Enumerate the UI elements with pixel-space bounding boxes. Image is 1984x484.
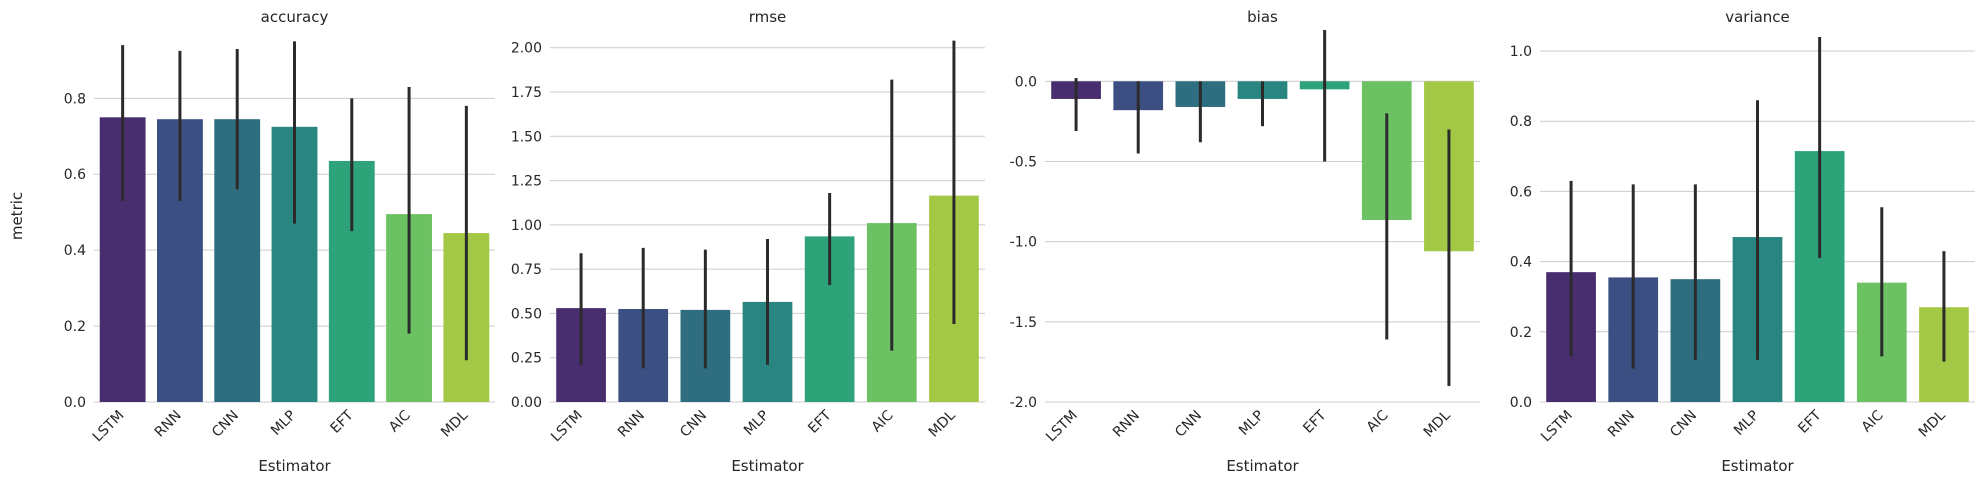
x-tick-label: AIC (869, 407, 897, 435)
panel-title-3: variance (1725, 8, 1790, 26)
y-tick-label: 1.0 (1510, 44, 1532, 60)
y-tick-label: -0.5 (1010, 154, 1037, 170)
x-tick-label: CNN (677, 408, 710, 441)
y-axis-label: metric (8, 192, 26, 240)
x-tick-label: MLP (741, 408, 772, 439)
panel-title-2: bias (1247, 8, 1278, 26)
x-tick-label: MLP (268, 408, 299, 439)
x-tick-label: LSTM (90, 408, 128, 446)
y-tick-label: 0.0 (1015, 74, 1037, 90)
y-tick-label: 0.4 (1510, 255, 1532, 271)
y-tick-label: 1.50 (511, 129, 542, 145)
x-tick-label: MDL (926, 407, 959, 440)
y-tick-label: 1.25 (511, 174, 542, 190)
y-tick-label: 0.75 (511, 262, 542, 278)
y-tick-label: 0.2 (64, 319, 86, 335)
x-tick-label: RNN (615, 408, 648, 441)
y-tick-label: 0.4 (64, 243, 86, 259)
x-tick-label: AIC (386, 407, 414, 435)
x-axis-label: Estimator (1721, 457, 1794, 475)
y-tick-label: -1.5 (1010, 315, 1037, 331)
x-tick-label: MDL (1421, 407, 1454, 440)
y-tick-label: 0.2 (1510, 325, 1532, 341)
x-tick-label: RNN (152, 408, 185, 441)
x-tick-label: LSTM (548, 408, 586, 446)
x-tick-label: MDL (438, 407, 471, 440)
y-tick-label: 0.8 (1510, 114, 1532, 130)
x-tick-label: LSTM (1538, 408, 1576, 446)
y-tick-label: 0.0 (1510, 395, 1532, 411)
x-tick-label: RNN (1605, 408, 1638, 441)
y-tick-label: 0.50 (511, 306, 542, 322)
panel-title-1: rmse (749, 8, 787, 26)
y-tick-label: -1.0 (1010, 235, 1037, 251)
y-tick-label: 0.25 (511, 351, 542, 367)
x-tick-label: EFT (805, 407, 834, 436)
y-tick-label: 0.0 (64, 395, 86, 411)
x-axis-label: Estimator (1226, 457, 1299, 475)
panel-title-0: accuracy (261, 8, 329, 26)
x-tick-label: CNN (1172, 408, 1205, 441)
x-tick-label: CNN (1667, 408, 1700, 441)
x-tick-label: EFT (327, 407, 356, 436)
y-tick-label: 0.8 (64, 91, 86, 107)
x-tick-label: MLP (1731, 408, 1762, 439)
y-tick-label: -2.0 (1010, 395, 1037, 411)
x-tick-label: MDL (1916, 407, 1949, 440)
x-tick-label: CNN (209, 408, 242, 441)
x-tick-label: AIC (1364, 407, 1392, 435)
x-tick-label: AIC (1859, 407, 1887, 435)
x-tick-label: EFT (1300, 407, 1329, 436)
y-tick-label: 1.75 (511, 85, 542, 101)
y-tick-label: 0.6 (64, 167, 86, 183)
y-tick-label: 0.6 (1510, 184, 1532, 200)
x-axis-label: Estimator (258, 457, 331, 475)
y-tick-label: 1.00 (511, 218, 542, 234)
x-tick-label: RNN (1110, 408, 1143, 441)
y-tick-label: 0.00 (511, 395, 542, 411)
x-tick-label: LSTM (1043, 408, 1081, 446)
y-tick-label: 2.00 (511, 41, 542, 57)
x-tick-label: EFT (1795, 407, 1824, 436)
x-axis-label: Estimator (731, 457, 804, 475)
x-tick-label: MLP (1236, 408, 1267, 439)
